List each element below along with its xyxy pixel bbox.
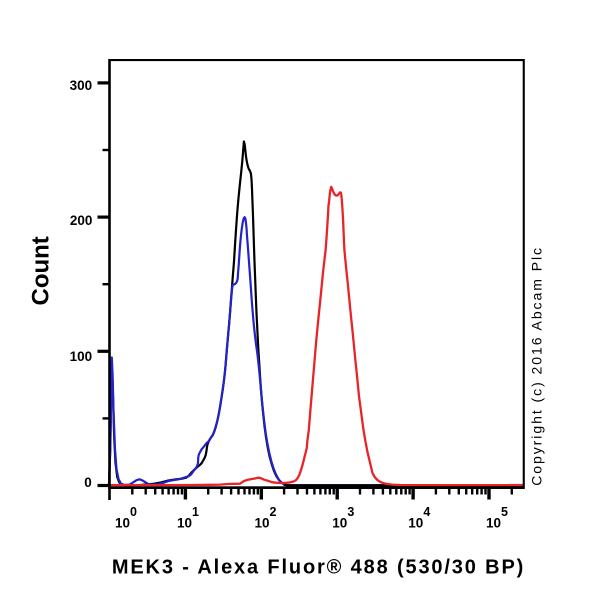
svg-text:Copyright (c) 2016 Abcam Plc: Copyright (c) 2016 Abcam Plc [529, 246, 545, 486]
svg-text:0: 0 [84, 475, 92, 490]
svg-text:200: 200 [70, 213, 93, 228]
svg-text:300: 300 [70, 78, 93, 93]
svg-text:Count: Count [28, 236, 55, 305]
svg-text:MEK3 - Alexa Fluor® 488 (530/3: MEK3 - Alexa Fluor® 488 (530/30 BP) [112, 557, 525, 579]
svg-text:100: 100 [70, 349, 93, 364]
